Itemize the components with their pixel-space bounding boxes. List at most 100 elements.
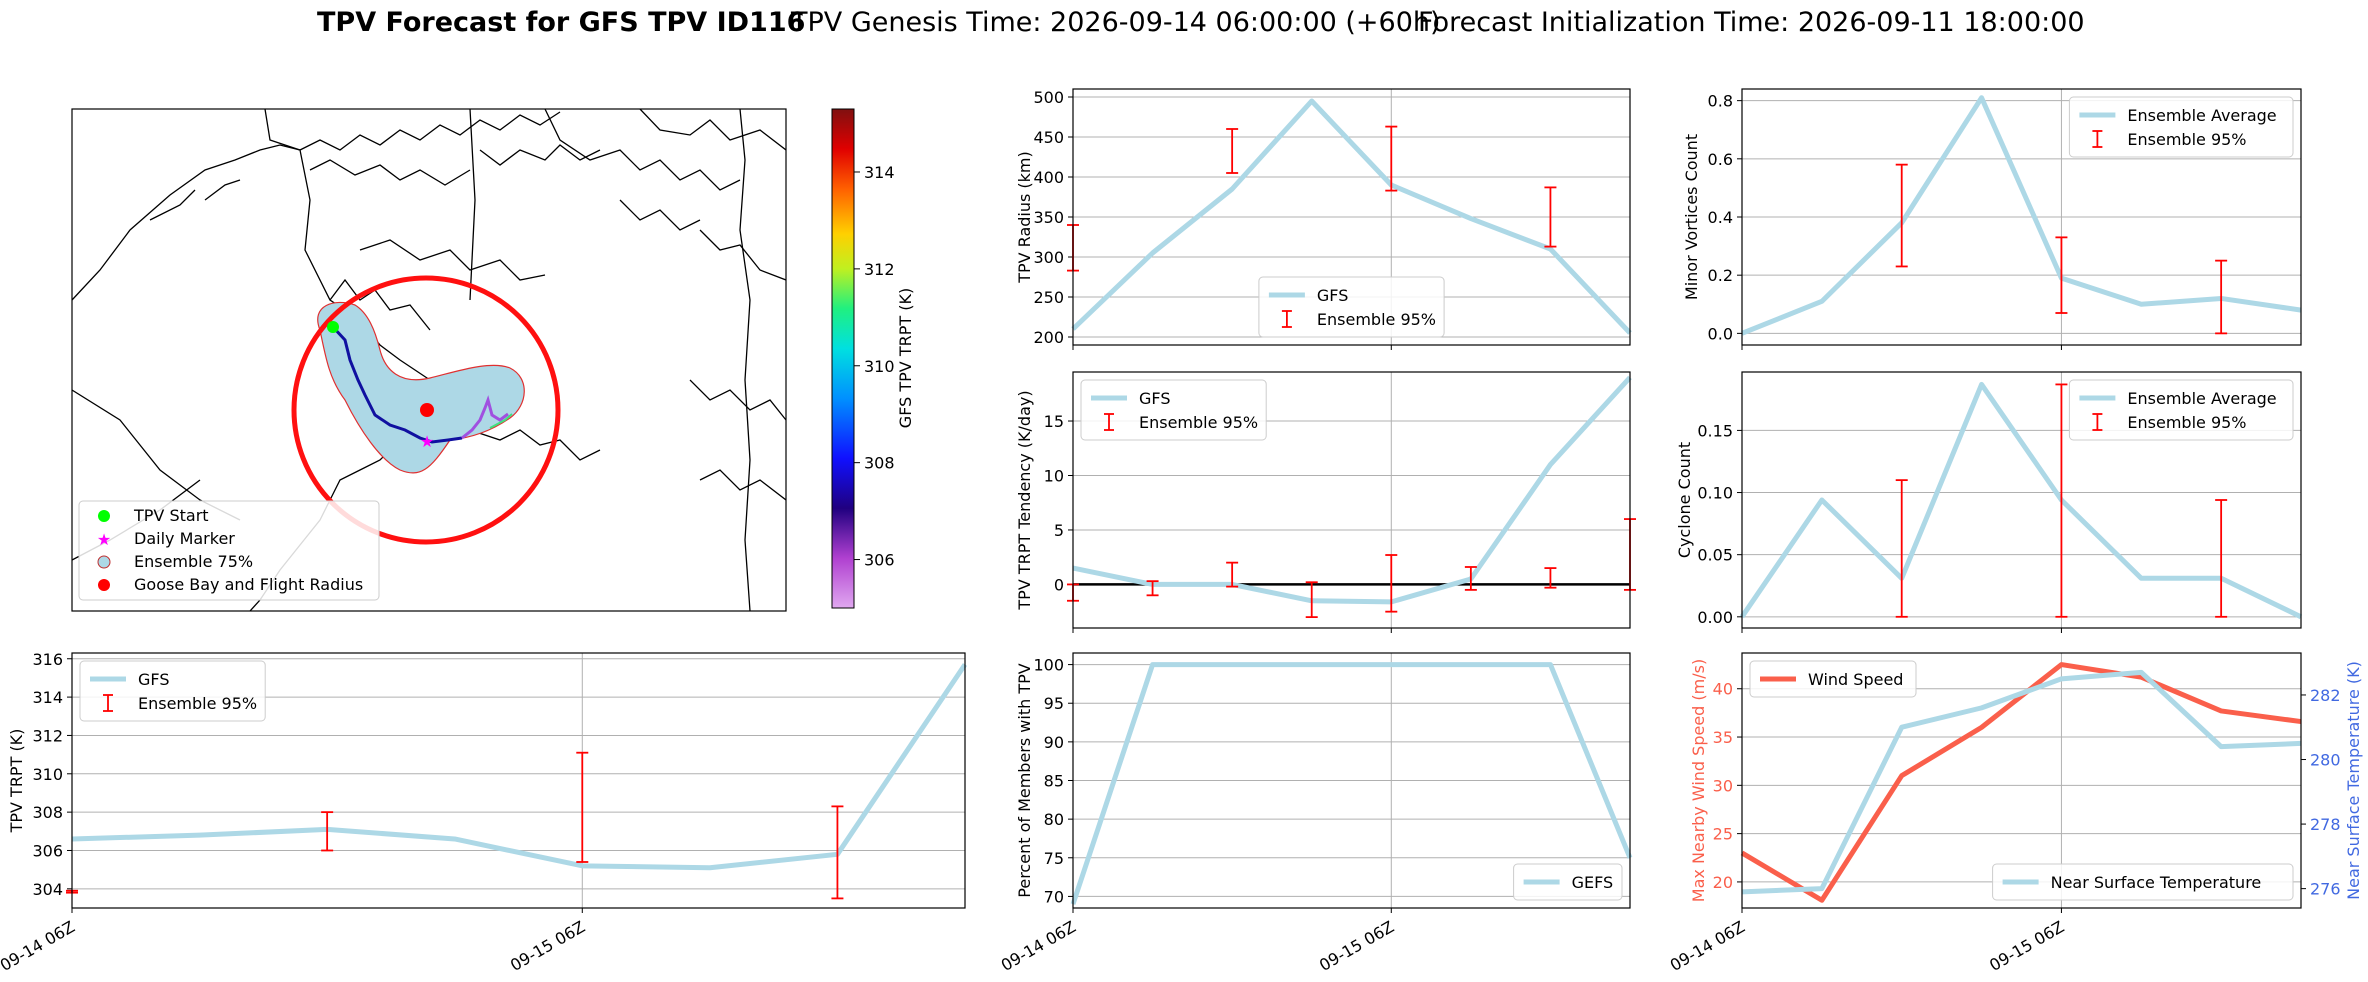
x-tick-label: 09-14 06Z xyxy=(0,917,78,975)
y-tick-label: 100 xyxy=(1033,656,1064,675)
legend-goosebay-label: Goose Bay and Flight Radius xyxy=(134,575,363,594)
legend-label: Ensemble 95% xyxy=(1139,413,1258,432)
y2-tick-label: 278 xyxy=(2310,815,2341,834)
y-tick-label: 70 xyxy=(1044,887,1064,906)
y-tick-label: 0.4 xyxy=(1708,208,1733,227)
legend-box xyxy=(79,660,266,722)
tpv-start-marker xyxy=(327,321,339,333)
legend-box xyxy=(1992,863,2294,901)
y-tick-label: 450 xyxy=(1033,128,1064,147)
series-line-ensemble-average xyxy=(1741,95,2302,336)
y-axis-label: TPV TRPT (K) xyxy=(7,729,26,834)
legend-ensemble-label: Ensemble 75% xyxy=(134,552,253,571)
y-tick-label: 0.00 xyxy=(1697,608,1733,627)
x-tick-label: 09-14 06Z xyxy=(998,917,1079,975)
y2-tick-label: 276 xyxy=(2310,880,2341,899)
y-tick-label: 500 xyxy=(1033,88,1064,107)
tendency-panel: 0 5 10 15 TPV TRPT Tendency (K/day) GFS Ensemb… xyxy=(1015,371,1636,633)
colorbar-tick-label: 312 xyxy=(864,260,895,279)
y-tick-label: 35 xyxy=(1713,728,1733,747)
legend-start-label: TPV Start xyxy=(133,506,209,525)
y-tick-label: 0.10 xyxy=(1697,484,1733,503)
series-line-gfs xyxy=(1072,375,1632,605)
map-legend: TPV Start ★ Daily Marker Ensemble 75% Go… xyxy=(78,500,380,601)
x-tick-label: 09-14 06Z xyxy=(1667,917,1748,975)
y-tick-label: 0.8 xyxy=(1708,92,1733,111)
y-tick-label: 80 xyxy=(1044,810,1064,829)
colorbar-tick-label: 314 xyxy=(864,163,895,182)
tpv-track-warm xyxy=(489,413,513,429)
plot-frame xyxy=(1741,88,2302,346)
legend-label: GFS xyxy=(1317,286,1348,305)
y-axis-label: TPV Radius (km) xyxy=(1015,151,1034,284)
legend-star-icon: ★ xyxy=(97,530,111,549)
y-tick-label: 200 xyxy=(1033,328,1064,347)
y-tick-label: 75 xyxy=(1044,849,1064,868)
y-tick-label: 314 xyxy=(32,688,63,707)
y-tick-label: 0 xyxy=(1054,575,1064,594)
colorbar-tick-label: 308 xyxy=(864,454,895,473)
y-tick-label: 350 xyxy=(1033,208,1064,227)
y-tick-label: 304 xyxy=(32,880,63,899)
x-tick-label: 09-15 06Z xyxy=(507,917,588,975)
y-tick-label: 85 xyxy=(1044,772,1064,791)
colorbar-gradient xyxy=(831,108,855,609)
radius-panel: 200 250 300 350 400 450 500 TPV Radius (km) GFS E… xyxy=(1015,88,1632,350)
y-axis-label: Max Nearby Wind Speed (m/s) xyxy=(1689,659,1708,902)
legend-label: Wind Speed xyxy=(1808,670,1903,689)
y-tick-label: 5 xyxy=(1054,521,1064,540)
series-line-ensemble-average xyxy=(1739,381,2303,620)
flight-radius-circle xyxy=(291,275,561,545)
daily-marker: ★ xyxy=(420,432,434,451)
y2-tick-label: 282 xyxy=(2310,686,2341,705)
y-tick-label: 310 xyxy=(32,765,63,784)
trpt-panel: 304 306 308 310 312 314 316 TPV TRPT (K) 09-14 0… xyxy=(0,650,968,975)
legend-ensemble-icon xyxy=(97,555,111,569)
plot-frame xyxy=(1072,652,1631,909)
plot-frame xyxy=(1072,371,1631,629)
y-tick-label: 300 xyxy=(1033,248,1064,267)
y-tick-label: 0.15 xyxy=(1697,421,1733,440)
y-tick-label: 400 xyxy=(1033,168,1064,187)
y-tick-label: 25 xyxy=(1713,825,1733,844)
y-tick-label: 20 xyxy=(1713,873,1733,892)
legend-box xyxy=(1080,379,1267,441)
y-tick-label: 90 xyxy=(1044,733,1064,752)
legend-label: GFS xyxy=(1139,389,1170,408)
x-tick-label: 09-15 06Z xyxy=(1986,917,2067,975)
legend-label: Ensemble 95% xyxy=(138,694,257,713)
y-tick-label: 95 xyxy=(1044,694,1064,713)
y-tick-label: 308 xyxy=(32,803,63,822)
legend-box xyxy=(1258,276,1445,338)
plot-frame xyxy=(1072,88,1631,346)
y-axis-label: Percent of Members with TPV xyxy=(1015,663,1034,897)
map-border xyxy=(71,108,787,612)
genesis-time: TPV Genesis Time: 2026-09-14 06:00:00 (+… xyxy=(790,7,1441,38)
y-axis-label: Minor Vortices Count xyxy=(1682,134,1701,300)
plot-frame xyxy=(1741,371,2302,629)
plot-frame xyxy=(1741,652,2302,909)
y-tick-label: 0.6 xyxy=(1708,150,1733,169)
legend-box xyxy=(1513,863,1623,901)
legend-label: Ensemble Average xyxy=(2127,106,2276,125)
wind-temp-panel: 20 25 30 35 40 Max Nearby Wind Speed (m/s) 276… xyxy=(1667,652,2363,975)
y2-axis-label: Near Surface Temperature (K) xyxy=(2344,661,2363,900)
legend-label: Ensemble 95% xyxy=(1317,310,1436,329)
series-line-gfs xyxy=(1071,98,1632,335)
legend-box xyxy=(2068,96,2294,158)
tpv-track xyxy=(331,325,463,444)
legend-box xyxy=(2068,379,2294,441)
y-tick-label: 0.0 xyxy=(1708,324,1733,343)
y-tick-label: 0.2 xyxy=(1708,266,1733,285)
legend-daily-label: Daily Marker xyxy=(134,529,235,548)
legend-box xyxy=(1749,660,1917,698)
legend-label: GEFS xyxy=(1572,873,1614,892)
y-tick-label: 10 xyxy=(1044,466,1064,485)
tpv-track-late xyxy=(461,395,509,440)
minor-vortices-panel: 0.0 0.2 0.4 0.6 0.8 Minor Vortices Count Ensem… xyxy=(1682,88,2302,350)
y2-tick-label: 280 xyxy=(2310,751,2341,770)
y-tick-label: 306 xyxy=(32,841,63,860)
y-tick-label: 30 xyxy=(1713,776,1733,795)
figure-title: TPV Forecast for GFS TPV ID116 xyxy=(317,7,805,38)
